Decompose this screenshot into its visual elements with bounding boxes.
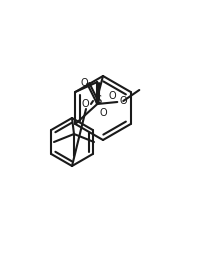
Text: O: O [81, 99, 89, 109]
Text: O: O [80, 78, 88, 88]
Text: O: O [99, 108, 107, 118]
Text: O: O [108, 91, 116, 101]
Text: O: O [119, 96, 127, 106]
Text: S: S [94, 94, 102, 107]
